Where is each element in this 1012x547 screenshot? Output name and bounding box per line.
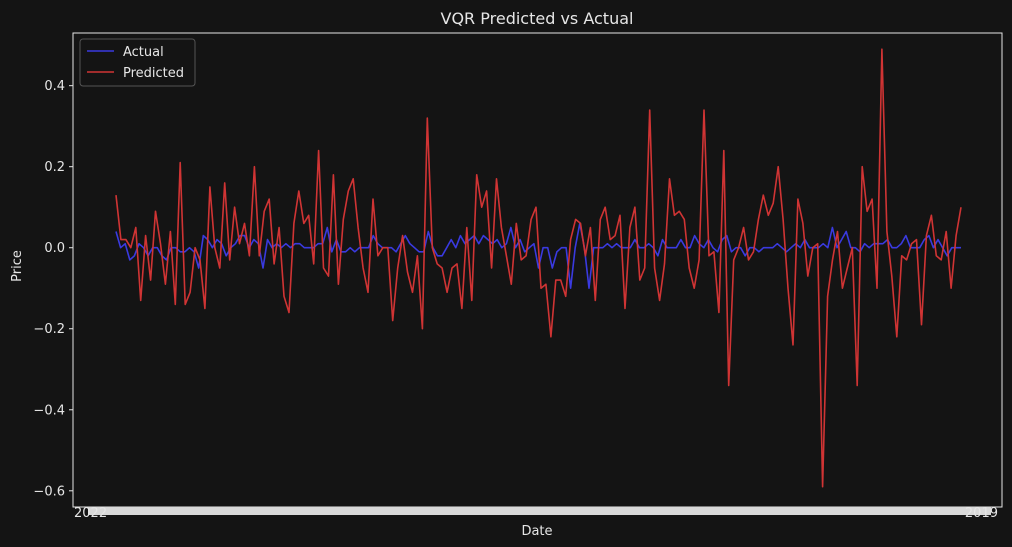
series-layer	[115, 48, 962, 488]
legend: Actual Predicted	[79, 38, 196, 87]
series-line-predicted	[115, 48, 962, 488]
y-axis-label: Price	[10, 250, 25, 282]
y-tick-label: −0.2	[33, 322, 65, 337]
chart-title: VQR Predicted vs Actual	[441, 9, 634, 28]
x-axis: 2022 2019	[74, 506, 998, 521]
y-axis: −0.6 −0.4 −0.2 0.0 0.2 0.4	[33, 79, 73, 499]
legend-label-predicted: Predicted	[123, 66, 184, 81]
legend-label-actual: Actual	[123, 45, 164, 60]
y-tick-label: 0.0	[44, 241, 65, 256]
x-axis-label: Date	[521, 524, 552, 539]
x-tick-labels-overlap	[88, 507, 991, 515]
y-tick-label: −0.6	[33, 484, 65, 499]
plot-area	[72, 32, 1003, 508]
y-tick-label: 0.4	[44, 79, 65, 94]
y-tick-label: −0.4	[33, 403, 65, 418]
x-tick-label-first: 2022	[74, 506, 107, 521]
series-line-actual	[115, 222, 961, 290]
y-tick-label: 0.2	[44, 160, 65, 175]
x-tick-label-last: 2019	[965, 506, 998, 521]
